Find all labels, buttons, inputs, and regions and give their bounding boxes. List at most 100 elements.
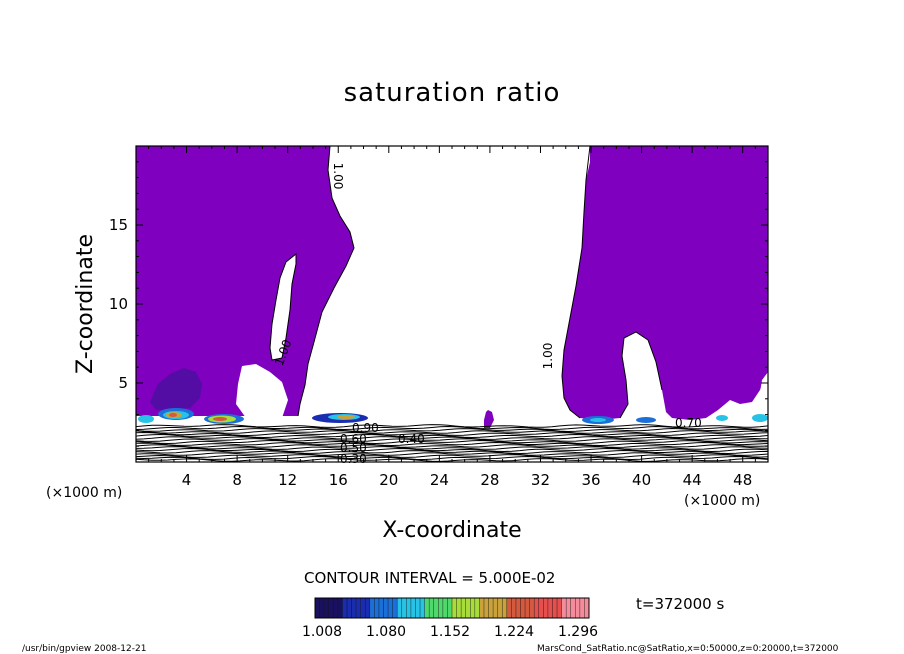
cell-cyan-6 bbox=[590, 418, 606, 422]
colorbar-swatch bbox=[493, 598, 498, 618]
clear-pocket-left bbox=[270, 254, 296, 360]
contour-line bbox=[135, 446, 769, 450]
colorbar-swatch bbox=[319, 598, 325, 618]
colorbar-swatch bbox=[365, 598, 370, 618]
cell-yellow-3 bbox=[337, 415, 355, 419]
colorbar-swatch bbox=[392, 598, 398, 618]
colorbar-swatch bbox=[575, 598, 580, 618]
contour-line bbox=[135, 454, 769, 458]
contour-label: 0.30 bbox=[340, 452, 367, 466]
colorbar-swatch bbox=[442, 598, 448, 618]
x-tick-label: 40 bbox=[632, 471, 651, 489]
colorbar-swatch bbox=[515, 598, 521, 618]
colorbar-frame bbox=[314, 597, 590, 619]
x-axis: 4 8 12 16 20 24 28 32 36 40 44 48 bbox=[148, 146, 756, 489]
y-tick-label: 10 bbox=[109, 295, 128, 313]
colorbar-swatch bbox=[502, 598, 507, 618]
colorbar-swatch bbox=[388, 598, 393, 618]
contour-line bbox=[135, 447, 769, 453]
colorbar-swatch bbox=[356, 598, 361, 618]
contour-line bbox=[135, 424, 769, 428]
colorbar-tick-label: 1.224 bbox=[494, 624, 534, 640]
contour-line bbox=[561, 145, 591, 419]
x-tick-label: 44 bbox=[683, 471, 702, 489]
contour-lines bbox=[135, 145, 769, 462]
colorbar-swatch bbox=[315, 598, 320, 618]
contour-label: 1.00 bbox=[331, 163, 345, 190]
colored-cells bbox=[138, 368, 768, 424]
contour-label: 0.40 bbox=[398, 432, 425, 446]
x-axis-label: X-coordinate bbox=[382, 518, 521, 543]
contour-line bbox=[135, 457, 769, 462]
colorbar-swatch bbox=[351, 598, 357, 618]
colorbar-swatch bbox=[566, 598, 571, 618]
cell-red-1 bbox=[169, 413, 177, 417]
colorbar-swatch bbox=[552, 598, 558, 618]
colorbar-swatch bbox=[543, 598, 548, 618]
cell-blue-4 bbox=[138, 415, 154, 423]
colorbar-swatch bbox=[346, 598, 352, 618]
colorbar-fill bbox=[314, 598, 589, 618]
colorbar-swatch bbox=[584, 598, 589, 618]
colorbar-swatch bbox=[570, 598, 576, 618]
colorbar: 1.008 1.080 1.152 1.224 1.296 bbox=[302, 597, 598, 640]
y-tick-label: 15 bbox=[109, 216, 128, 234]
clear-pocket-mid bbox=[236, 364, 288, 420]
cell-blue-8 bbox=[716, 415, 728, 421]
plot-area: 1.00 1.00 1.00 0.90 0.60 0.50 0.30 0.70 … bbox=[135, 145, 769, 466]
colorbar-swatch bbox=[333, 598, 338, 618]
contour-line bbox=[135, 441, 769, 447]
contour-line bbox=[135, 455, 769, 461]
colorbar-swatch bbox=[497, 598, 503, 618]
contour-line bbox=[619, 331, 649, 419]
clear-pocket-right bbox=[760, 372, 768, 396]
colorbar-tick-label: 1.008 bbox=[302, 624, 342, 640]
contour-line bbox=[297, 145, 355, 417]
colorbar-swatch bbox=[461, 598, 466, 618]
dark-cell-cluster bbox=[150, 368, 202, 410]
contour-line bbox=[135, 439, 769, 445]
contour-label: 1.00 bbox=[541, 343, 555, 370]
contour-line bbox=[135, 452, 769, 456]
x-tick-label: 16 bbox=[329, 471, 348, 489]
contour-line bbox=[135, 425, 769, 431]
small-feature bbox=[484, 410, 494, 428]
footer-right: MarsCond_SatRatio.nc@SatRatio,x=0:50000,… bbox=[537, 644, 839, 654]
contour-interval-label: CONTOUR INTERVAL = 5.000E-02 bbox=[304, 569, 555, 587]
colorbar-swatch bbox=[433, 598, 439, 618]
colorbar-swatch bbox=[337, 598, 343, 618]
cell-blue-5 bbox=[752, 414, 768, 422]
colorbar-swatch bbox=[579, 598, 585, 618]
colorbar-swatch bbox=[547, 598, 553, 618]
colorbar-swatch bbox=[397, 598, 402, 618]
y-axis: 5 10 15 bbox=[109, 161, 768, 447]
colorbar-tick-label: 1.080 bbox=[366, 624, 406, 640]
x-tick-label: 24 bbox=[430, 471, 449, 489]
colorbar-swatch bbox=[383, 598, 389, 618]
colorbar-swatch bbox=[506, 598, 512, 618]
colorbar-swatch bbox=[410, 598, 416, 618]
contour-line bbox=[135, 444, 769, 448]
colorbar-swatch bbox=[474, 598, 480, 618]
colorbar-swatch bbox=[452, 598, 457, 618]
colorbar-swatch bbox=[369, 598, 375, 618]
colorbar-swatch bbox=[529, 598, 535, 618]
contour-line bbox=[135, 438, 769, 442]
colorbar-tick-label: 1.296 bbox=[558, 624, 598, 640]
colorbar-swatch bbox=[342, 598, 347, 618]
colorbar-swatch bbox=[465, 598, 471, 618]
colorbar-swatch bbox=[438, 598, 443, 618]
colorbar-swatch bbox=[415, 598, 421, 618]
colorbar-tick-label: 1.152 bbox=[430, 624, 470, 640]
x-tick-label: 36 bbox=[581, 471, 600, 489]
x-unit-label-right: (×1000 m) bbox=[684, 493, 760, 509]
contour-line bbox=[269, 252, 297, 361]
contour-label: 0.60 bbox=[340, 432, 367, 446]
colorbar-swatch bbox=[470, 598, 475, 618]
colorbar-swatch bbox=[561, 598, 567, 618]
contour-line bbox=[135, 436, 769, 440]
colorbar-ticks: 1.008 1.080 1.152 1.224 1.296 bbox=[302, 624, 598, 640]
footer-left: /usr/bin/gpview 2008-12-21 bbox=[22, 644, 146, 654]
colorbar-swatch bbox=[534, 598, 539, 618]
